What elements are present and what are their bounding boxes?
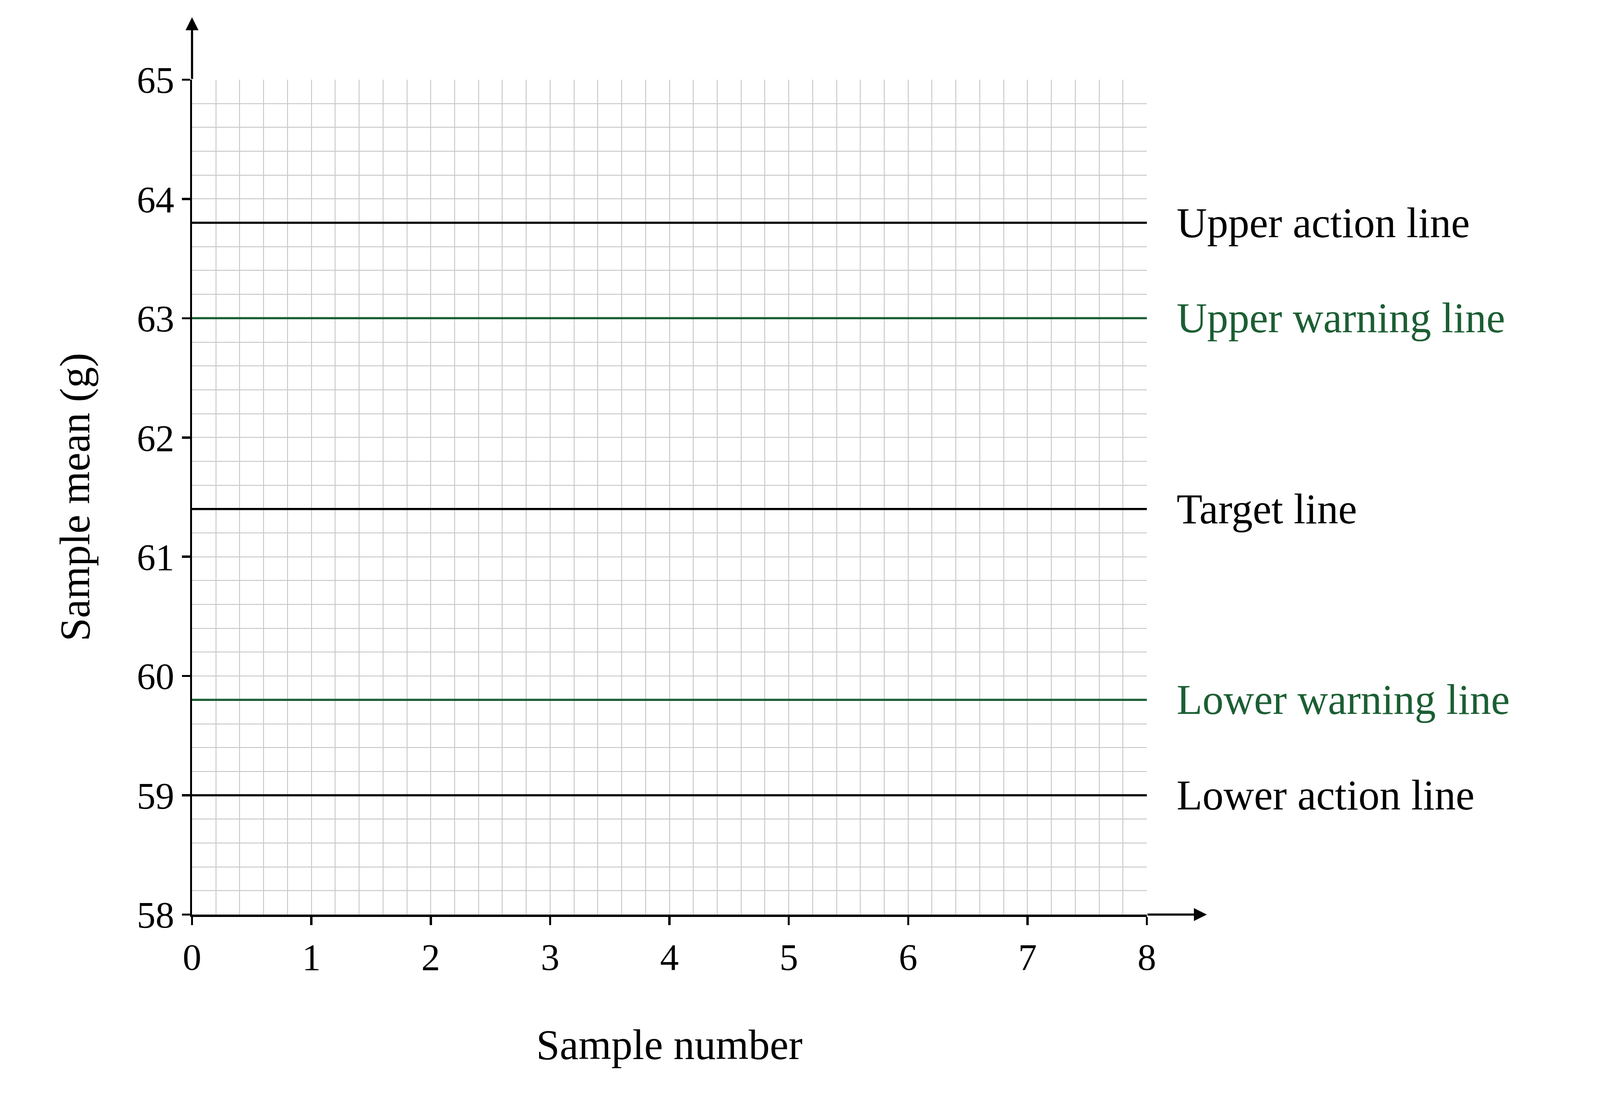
svg-text:6: 6 bbox=[898, 936, 918, 978]
svg-text:63: 63 bbox=[136, 297, 175, 340]
svg-text:Upper action line: Upper action line bbox=[1176, 199, 1470, 247]
svg-text:62: 62 bbox=[136, 417, 175, 459]
svg-text:64: 64 bbox=[136, 178, 175, 221]
svg-text:Sample mean (g): Sample mean (g) bbox=[51, 352, 99, 642]
svg-text:Sample number: Sample number bbox=[536, 1021, 803, 1069]
svg-text:8: 8 bbox=[1137, 936, 1157, 978]
svg-text:4: 4 bbox=[660, 936, 679, 978]
svg-text:Target line: Target line bbox=[1176, 485, 1358, 533]
svg-text:60: 60 bbox=[136, 655, 175, 698]
svg-text:Lower action line: Lower action line bbox=[1176, 771, 1475, 819]
svg-text:2: 2 bbox=[421, 936, 441, 978]
svg-text:Lower warning line: Lower warning line bbox=[1176, 676, 1510, 723]
svg-text:Upper warning line: Upper warning line bbox=[1176, 294, 1505, 342]
svg-text:59: 59 bbox=[136, 774, 175, 817]
svg-text:65: 65 bbox=[136, 59, 175, 101]
svg-text:1: 1 bbox=[301, 936, 321, 978]
svg-text:61: 61 bbox=[136, 536, 175, 578]
svg-text:58: 58 bbox=[136, 893, 175, 936]
svg-text:5: 5 bbox=[779, 936, 799, 978]
svg-text:7: 7 bbox=[1018, 936, 1037, 978]
svg-text:3: 3 bbox=[540, 936, 560, 978]
svg-text:0: 0 bbox=[182, 936, 202, 978]
